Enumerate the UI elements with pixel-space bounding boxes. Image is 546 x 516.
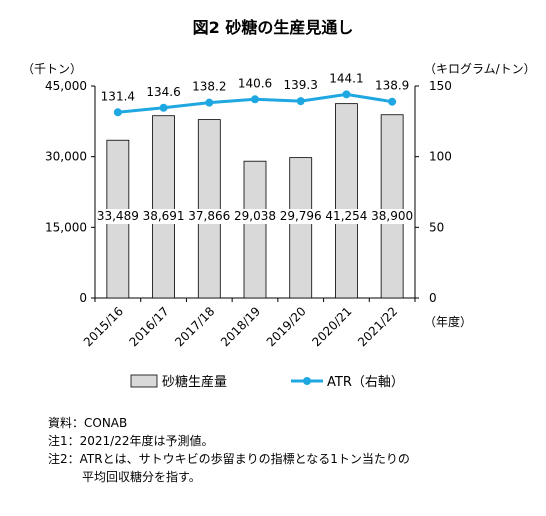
- atr-data-label: 138.2: [192, 80, 226, 94]
- left-tick-label: 15,000: [45, 220, 87, 234]
- bar-data-label: 37,866: [188, 209, 230, 223]
- bar-data-label: 38,691: [143, 209, 185, 223]
- bar-data-label: 29,038: [234, 209, 276, 223]
- bar: [152, 115, 175, 299]
- atr-point: [205, 98, 214, 107]
- atr-data-label: 134.6: [146, 85, 180, 99]
- bar-label-bg: [281, 209, 320, 224]
- x-tick-label: 2020/21: [309, 304, 354, 349]
- atr-point: [296, 97, 305, 106]
- right-tick-label: 100: [429, 150, 452, 164]
- legend-bar-label: 砂糖生産量: [162, 374, 227, 390]
- atr-point: [113, 108, 122, 117]
- bar-data-label: 41,254: [325, 209, 367, 223]
- bar: [197, 119, 221, 299]
- bar-label-bg: [144, 209, 183, 224]
- bar: [243, 160, 267, 299]
- notes: 資料：CONAB 注1：2021/22年度は予測値。 注2：ATRとは、サトウキ…: [48, 414, 410, 486]
- x-tick-label: 2018/19: [218, 304, 263, 349]
- atr-point: [342, 90, 351, 99]
- note-2: 注2：ATRとは、サトウキビの歩留まりの指標となる1トン当たりの: [48, 452, 410, 466]
- legend-line-label: ATR（右軸）: [327, 375, 404, 390]
- bar: [335, 103, 358, 299]
- chart-title: 図2 砂糖の生産見通し: [193, 18, 354, 37]
- x-tick-label: 2021/22: [355, 304, 400, 349]
- atr-data-label: 139.3: [284, 78, 318, 92]
- note-source: 資料：CONAB: [48, 416, 128, 430]
- atr-data-label: 131.4: [101, 89, 135, 103]
- atr-data-label: 138.9: [375, 79, 409, 93]
- atr-point: [159, 103, 168, 112]
- bar-data-label: 33,489: [97, 209, 139, 223]
- bar-label-bg: [98, 209, 137, 224]
- left-tick-label: 0: [79, 291, 87, 305]
- x-tick-label: 2019/20: [264, 304, 309, 349]
- right-tick-label: 50: [429, 220, 444, 234]
- x-tick-label: 2016/17: [127, 304, 172, 349]
- legend-bar-swatch: [130, 374, 158, 388]
- chart: 図2 砂糖の生産見通し （千トン） （キログラム/トン） （年度） 0 15,00…: [22, 18, 536, 390]
- legend-line-marker: [303, 377, 311, 385]
- atr-point: [251, 95, 259, 104]
- bar-data-label: 29,796: [280, 209, 322, 223]
- left-axis-unit: （千トン）: [22, 62, 82, 76]
- bar-label-bg: [236, 209, 274, 224]
- right-tick-label: 0: [429, 291, 437, 305]
- x-axis-unit: （年度）: [424, 314, 472, 329]
- atr-data-label: 140.6: [238, 76, 272, 90]
- bar-label-bg: [327, 209, 366, 224]
- note-2-continued: 平均回収糖分を指す。: [82, 470, 201, 484]
- left-tick-label: 30,000: [45, 150, 87, 164]
- right-tick-label: 150: [429, 79, 452, 93]
- bar: [289, 157, 313, 299]
- note-1: 注1：2021/22年度は予測値。: [48, 434, 214, 448]
- bar-label-bg: [190, 209, 229, 224]
- left-tick-label: 45,000: [45, 79, 87, 93]
- atr-point: [388, 97, 397, 106]
- bar-label-bg: [373, 209, 412, 224]
- x-tick-label: 2015/16: [81, 304, 126, 349]
- bar-data-label: 38,900: [371, 209, 413, 223]
- right-axis-unit: （キログラム/トン）: [424, 62, 536, 76]
- x-tick-label: 2017/18: [172, 304, 217, 349]
- atr-data-label: 144.1: [329, 71, 363, 85]
- bar: [380, 114, 404, 299]
